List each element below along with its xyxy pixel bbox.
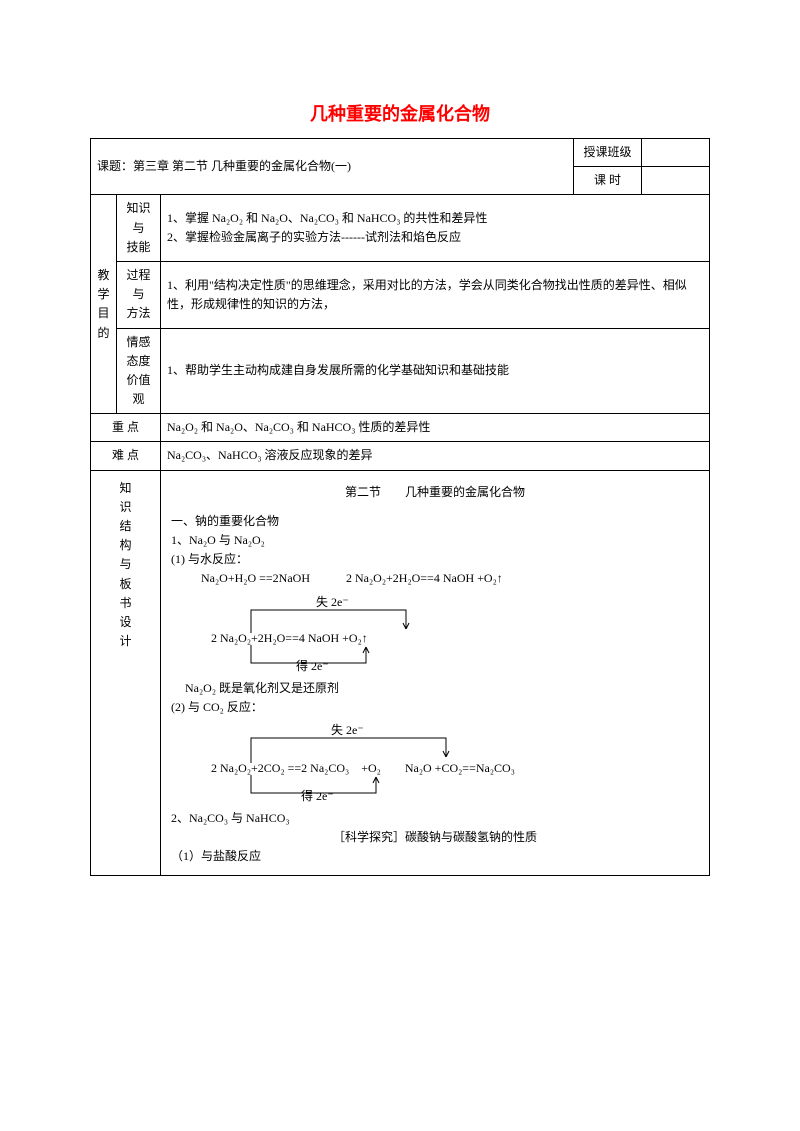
heading-1-1: 1、Na₂O 与 Na₂O₂ xyxy=(171,531,699,550)
topic-cell: 课题：第三章 第二节 几种重要的金属化合物(一) xyxy=(91,139,574,195)
process-label: 过程 与 方法 xyxy=(117,261,161,328)
diagram-eq-1: 2 Na₂O₂+2H₂O==4 NaOH +O₂↑ xyxy=(211,629,368,648)
keypoint-value: Na₂O₂ 和 Na₂O、Na₂CO₃ 和 NaHCO₃ 性质的差异性 xyxy=(161,414,710,442)
class-value xyxy=(642,139,710,167)
period-label: 课 时 xyxy=(574,167,642,195)
knowledge-content: 1、掌握 Na₂O₂ 和 Na₂O、Na₂CO₃ 和 NaHCO₃ 的共性和差异… xyxy=(161,195,710,262)
electron-diagram-1: 失 2e⁻ 2 Na₂O₂+2H₂O==4 NaOH +O₂↑ 得 2e⁻ xyxy=(211,595,699,675)
difficulty-value: Na₂CO₃、NaHCO₃ 溶液反应现象的差异 xyxy=(161,442,710,470)
page-title: 几种重要的金属化合物 xyxy=(90,100,710,126)
lose-label-1: 失 2e⁻ xyxy=(316,593,349,612)
gain-label-1: 得 2e⁻ xyxy=(296,657,329,676)
heading-1-2: 2、Na₂CO₃ 与 NaHCO₃ xyxy=(171,809,699,828)
attitude-label: 情感 态度 价值观 xyxy=(117,328,161,414)
reaction-3-label: （1）与盐酸反应 xyxy=(171,847,699,866)
science-inquiry-title: ［科学探究］碳酸钠与碳酸氢钠的性质 xyxy=(171,828,699,847)
reaction-1-eqs: Na₂O+H₂O ==2NaOH 2 Na₂O₂+2H₂O==4 NaOH +O… xyxy=(171,569,699,588)
section-title: 第二节 几种重要的金属化合物 xyxy=(171,483,699,502)
lesson-plan-table: 课题：第三章 第二节 几种重要的金属化合物(一) 授课班级 课 时 教学目的 知… xyxy=(90,138,710,876)
lose-label-2: 失 2e⁻ xyxy=(331,721,364,740)
knowledge-label: 知识 与 技能 xyxy=(117,195,161,262)
heading-1: 一、钠的重要化合物 xyxy=(171,512,699,531)
difficulty-label: 难 点 xyxy=(91,442,161,470)
process-content: 1、利用"结构决定性质"的思维理念，采用对比的方法，学会从同类化合物找出性质的差… xyxy=(161,261,710,328)
objectives-sidebar: 教学目的 xyxy=(91,195,117,414)
period-value xyxy=(642,167,710,195)
reaction-1-label: (1) 与水反应： xyxy=(171,550,699,569)
class-label: 授课班级 xyxy=(574,139,642,167)
structure-sidebar: 知识结构与板书设计 xyxy=(91,470,161,875)
attitude-content: 1、帮助学生主动构成建自身发展所需的化学基础知识和基础技能 xyxy=(161,328,710,414)
structure-content: 第二节 几种重要的金属化合物 一、钠的重要化合物 1、Na₂O 与 Na₂O₂ … xyxy=(161,470,710,875)
electron-diagram-2: 失 2e⁻ 2 Na₂O₂+2CO₂ ==2 Na₂CO₃ +O₂ Na₂O +… xyxy=(211,723,699,805)
keypoint-label: 重 点 xyxy=(91,414,161,442)
page: 几种重要的金属化合物 课题：第三章 第二节 几种重要的金属化合物(一) 授课班级… xyxy=(0,0,800,1131)
reaction-2-label: (2) 与 CO₂ 反应： xyxy=(171,698,699,717)
diagram-eq-2: 2 Na₂O₂+2CO₂ ==2 Na₂CO₃ +O₂ Na₂O +CO₂==N… xyxy=(211,759,515,778)
gain-label-2: 得 2e⁻ xyxy=(301,787,334,806)
note-1: Na₂O₂ 既是氧化剂又是还原剂 xyxy=(171,679,699,698)
